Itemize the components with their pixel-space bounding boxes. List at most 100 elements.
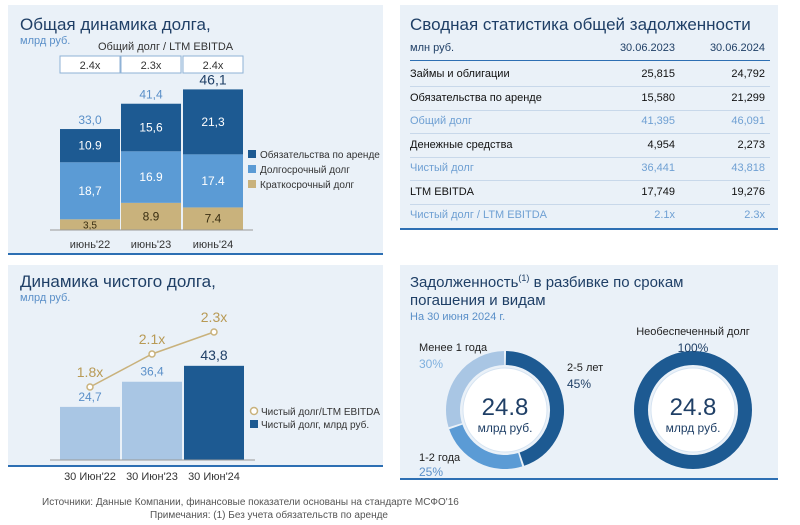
- legend-label-ratio: Чистый долг/LTM EBITDA: [261, 407, 380, 418]
- summary-value-2024: 19,276: [731, 185, 765, 198]
- net-debt-value-label: 36,4: [140, 365, 164, 379]
- summary-title: Сводная статистика общей задолженности: [410, 15, 751, 34]
- maturity-date: На 30 июня 2024 г.: [410, 311, 506, 323]
- bar-segment: [60, 162, 120, 220]
- net-debt-bar: [184, 365, 244, 460]
- bar-value-label: 15,6: [139, 121, 163, 135]
- maturity-title-part2: в разбивке по срокам: [529, 274, 684, 291]
- total-debt-chart: 2.4x 2.3x 2.4x 3,5 18,7 10.9 33,0 июнь'22 8.9 16.…: [50, 55, 380, 251]
- summary-value-2024: 46,091: [731, 115, 765, 127]
- bar-segment: [183, 89, 243, 155]
- summary-value-2023: 2.1x: [654, 209, 675, 221]
- maturity-title: Задолженность(1) в разбивке по срокам: [410, 273, 683, 291]
- summary-value-2023: 41,395: [641, 115, 675, 127]
- donut-center-value: 24.8: [482, 394, 529, 421]
- net-debt-unit: млрд руб.: [20, 292, 71, 304]
- legend-swatch-net-debt: [250, 420, 258, 428]
- net-debt-value-label: 43,8: [200, 347, 227, 363]
- slice-label: Необеспеченный долг: [636, 326, 750, 338]
- donut-center-unit: млрд руб.: [666, 421, 721, 435]
- maturity-title-line2: погашения и видам: [410, 292, 546, 309]
- maturity-title-note: (1): [518, 273, 530, 283]
- ratio-label: 1.8x: [77, 364, 103, 380]
- donut-center-value: 24.8: [670, 394, 717, 421]
- summary-value-2024: 24,792: [731, 68, 765, 80]
- bar-value-label: 16.9: [139, 170, 163, 184]
- donut-slice: [449, 424, 523, 469]
- donut-slice: [634, 351, 752, 469]
- legend-label-net-debt: Чистый долг, млрд руб.: [261, 419, 369, 431]
- ratio-box: [182, 55, 244, 74]
- bar-value-label: 7.4: [205, 212, 222, 226]
- unit-label: млн руб.: [410, 42, 455, 54]
- summary-row: Денежные средства 4,954 2,273: [410, 135, 770, 158]
- slice-label: Менее 1 года: [419, 342, 488, 354]
- ratio-label: 2.3x: [141, 60, 162, 72]
- summary-value-2024: 2,273: [737, 138, 765, 151]
- slice-pct: 100%: [678, 341, 709, 355]
- donut-inner: [462, 367, 548, 453]
- summary-value-2023: 17,749: [641, 185, 675, 198]
- col-header-2024: 30.06.2024: [709, 42, 765, 54]
- bar-value-label: 10.9: [78, 139, 102, 153]
- bar-total-label: 46,1: [199, 71, 226, 87]
- bar-value-label: 17.4: [201, 174, 225, 188]
- bar-value-label: 8.9: [143, 209, 160, 223]
- ratio-point: [86, 383, 94, 391]
- bar-segment: [121, 151, 181, 203]
- bar-segment: [121, 103, 181, 152]
- category-label: июнь'24: [193, 239, 234, 251]
- legend-label: Долгосрочный долг: [260, 165, 350, 176]
- summary-header-row: млн руб. 30.06.2023 30.06.2024: [410, 38, 770, 61]
- summary-row: Займы и облигации 25,815 24,792: [410, 64, 770, 87]
- bar-segment: [121, 202, 181, 230]
- bar-value-label: 3,5: [83, 221, 97, 232]
- net-debt-title: Динамика чистого долга,: [20, 272, 216, 291]
- panel-debt-summary-underline: [400, 228, 778, 230]
- summary-row-label: Обязательства по аренде: [410, 91, 542, 104]
- col-header-2023: 30.06.2023: [619, 42, 675, 54]
- bar-total-label: 33,0: [78, 113, 102, 127]
- summary-value-2024: 2.3x: [744, 209, 765, 221]
- legend-label: Обязательства по аренде: [260, 149, 380, 161]
- summary-row: Общий долг 41,395 46,091: [410, 111, 770, 134]
- donut-center-unit: млрд руб.: [478, 421, 533, 435]
- summary-row-label: LTM EBITDA: [410, 185, 474, 198]
- category-label: 30 Июн'24: [188, 471, 240, 483]
- ratio-box: [120, 55, 182, 74]
- category-label: 30 Июн'23: [126, 471, 178, 483]
- bar-segment: [183, 207, 243, 230]
- slice-pct: 25%: [419, 465, 443, 479]
- donut-slice: [446, 351, 505, 428]
- net-debt-bar: [122, 381, 182, 460]
- total-debt-title: Общая динамика долга,: [20, 15, 211, 34]
- panel-total-debt-underline: [8, 253, 383, 255]
- summary-row-label: Общий долг: [410, 115, 472, 127]
- summary-row: LTM EBITDA 17,749 19,276: [410, 182, 770, 205]
- footer-note: Примечания: (1) Без учета обязательств п…: [150, 510, 388, 521]
- panel-debt-summary: [400, 5, 778, 230]
- maturity-title-part1: Задолженность: [410, 274, 519, 291]
- ratio-label: 2.4x: [80, 60, 101, 72]
- legend-swatch: [248, 150, 256, 158]
- net-debt-value-label: 24,7: [78, 390, 102, 404]
- bar-total-label: 41,4: [139, 88, 163, 102]
- legend-marker-ratio: [249, 406, 259, 416]
- summary-row: Чистый долг / LTM EBITDA 2.1x 2.3x: [410, 205, 770, 227]
- slice-pct: 45%: [567, 377, 591, 391]
- ratio-label: 2.1x: [139, 331, 165, 347]
- donut-slice: [505, 351, 564, 466]
- ratio-label: 2.4x: [203, 60, 224, 72]
- slice-label: 1-2 года: [419, 452, 461, 464]
- ratio-label: 2.3x: [201, 309, 227, 325]
- summary-value-2024: 43,818: [731, 162, 765, 174]
- total-debt-unit: млрд руб.: [20, 35, 71, 47]
- donut-inner: [650, 367, 736, 453]
- ratio-box: [59, 55, 121, 74]
- bar-segment: [60, 219, 120, 230]
- summary-value-2024: 21,299: [731, 91, 765, 104]
- footer-sources: Источники: Данные Компании, финансовые п…: [42, 497, 459, 508]
- summary-row-label: Чистый долг / LTM EBITDA: [410, 209, 547, 221]
- legend-swatch: [248, 180, 256, 188]
